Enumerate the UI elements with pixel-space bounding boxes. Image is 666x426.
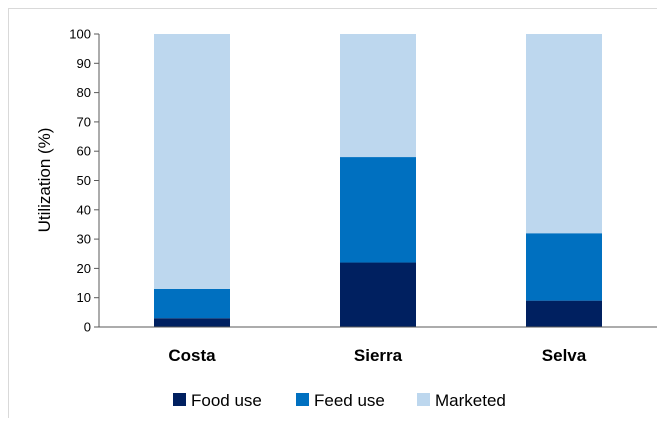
y-tick-label: 10: [77, 290, 91, 305]
legend: Food use Feed use Marketed: [173, 391, 506, 410]
y-tick-label: 90: [77, 56, 91, 71]
y-tick-label: 50: [77, 173, 91, 188]
bar-food-use-costa: [154, 318, 230, 327]
legend-swatch-marketed: [417, 393, 430, 406]
bar-feed-use-costa: [154, 288, 230, 319]
bar-marketed-sierra: [340, 34, 416, 158]
y-tick-label: 80: [77, 85, 91, 100]
y-tick-label: 20: [77, 261, 91, 276]
legend-label: Food use: [191, 391, 262, 410]
y-tick-label: 40: [77, 202, 91, 217]
y-axis-ticks: 0 10 20 30 40 50 60 70 80 90 100: [69, 27, 99, 335]
x-axis-category-labels: Costa Sierra Selva: [168, 346, 586, 365]
bar-food-use-selva: [526, 300, 602, 327]
bar-marketed-selva: [526, 34, 602, 234]
y-axis-title: Utilization (%): [35, 128, 54, 233]
y-tick-label: 0: [84, 320, 91, 335]
y-tick-label: 100: [69, 27, 91, 42]
bar-feed-use-sierra: [340, 157, 416, 263]
y-tick-label: 30: [77, 232, 91, 247]
legend-label: Marketed: [435, 391, 506, 410]
y-tick-label: 60: [77, 144, 91, 159]
bar-food-use-sierra: [340, 262, 416, 327]
legend-swatch-feed-use: [296, 393, 309, 406]
bar-marketed-costa: [154, 34, 230, 289]
x-category-label: Selva: [542, 346, 587, 365]
bar-feed-use-selva: [526, 233, 602, 301]
legend-label: Feed use: [314, 391, 385, 410]
y-tick-label: 70: [77, 114, 91, 129]
bar-stacks: [154, 34, 602, 327]
chart-frame: [8, 8, 657, 418]
x-category-label: Sierra: [354, 346, 403, 365]
legend-swatch-food-use: [173, 393, 186, 406]
axes: [98, 34, 657, 328]
x-category-label: Costa: [168, 346, 216, 365]
